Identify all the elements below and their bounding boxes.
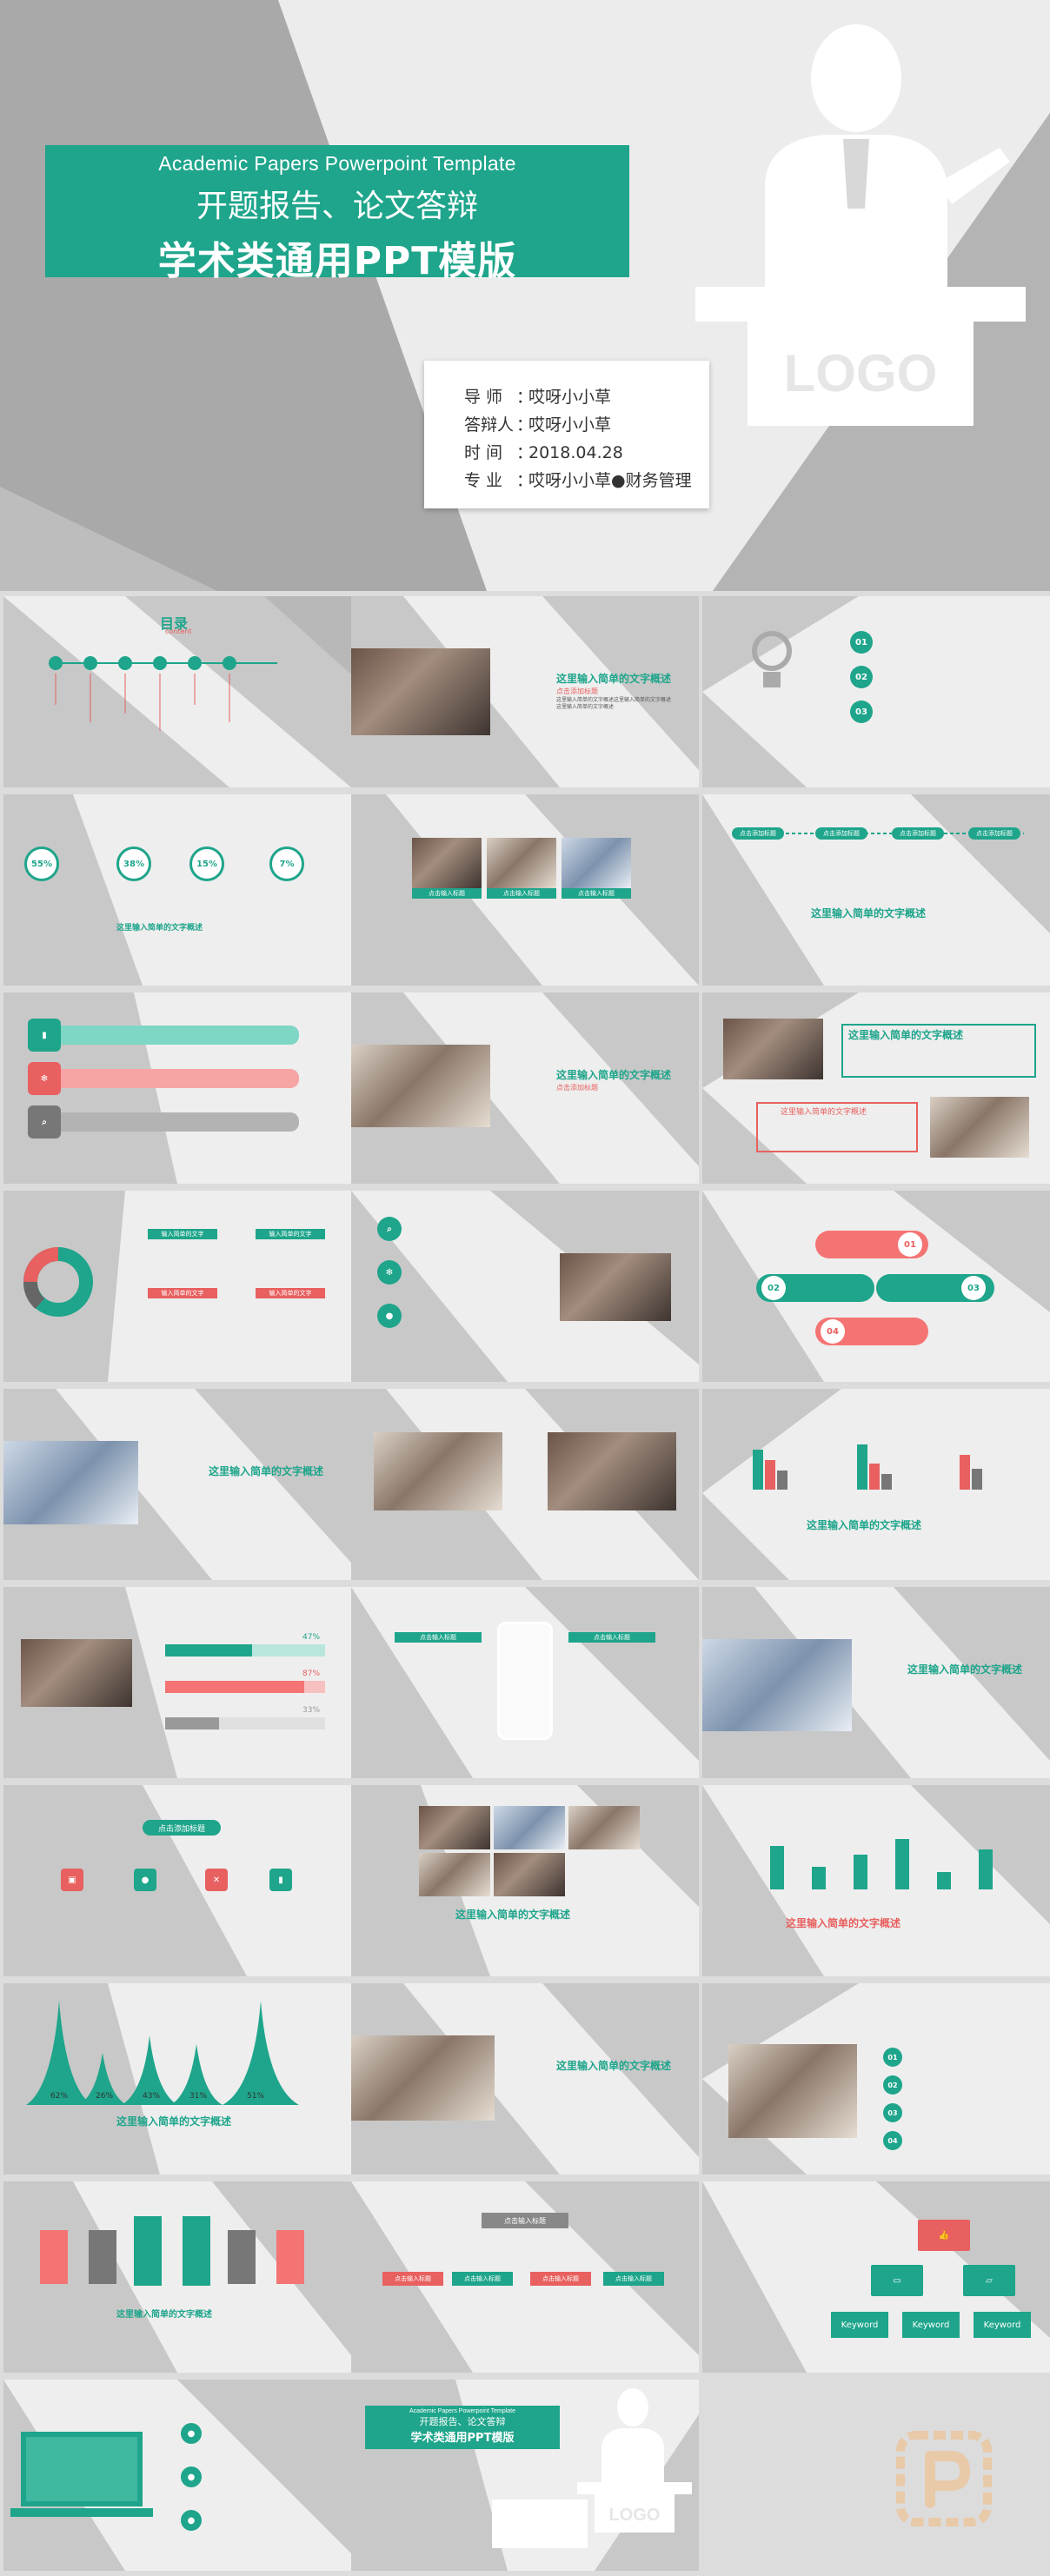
overview-sub: 点击添加标题 xyxy=(556,687,598,695)
phone-icon xyxy=(497,1622,553,1740)
thumb-collage[interactable]: 这里输入简单的文字概述 xyxy=(351,1785,699,1976)
thumb-bar-groups[interactable]: 这里输入简单的文字概述 xyxy=(702,1389,1050,1580)
speaker-icon: LOGO xyxy=(577,2388,692,2533)
thumb-two-photos[interactable] xyxy=(351,1389,699,1580)
cover-title-cn2: 学术类通用PPT模版 xyxy=(157,239,517,283)
thumb-laptop[interactable]: ● ● ● xyxy=(3,2380,351,2571)
thumb-framed-overview[interactable]: 这里输入简单的文字概述 这里输入简单的文字概述 xyxy=(702,993,1050,1184)
thumb-bulb[interactable]: 01 02 03 xyxy=(702,596,1050,787)
thumb-icon-list[interactable]: ▮ ✻ ⌕ xyxy=(3,993,351,1184)
info-row: 时 间： 2018.04.28 xyxy=(464,443,623,462)
info-row: 导 师：哎呀小小草 xyxy=(464,388,612,407)
thumb-blocks[interactable]: 这里输入简单的文字概述 xyxy=(3,2181,351,2373)
thumb-circles[interactable]: 55% 38% 15% 7% 这里输入简单的文字概述 xyxy=(3,794,351,986)
thumb-column-chart[interactable]: 这里输入简单的文字概述 xyxy=(702,1785,1050,1976)
speaker-icon: LOGO xyxy=(695,24,1026,426)
thumb-progress-bars[interactable]: 47% 87% 33% xyxy=(3,1587,351,1778)
thumb-presenter-photo[interactable]: 这里输入简单的文字概述 xyxy=(351,1983,699,2174)
svg-text:LOGO: LOGO xyxy=(609,2506,661,2525)
watermark-logo-icon xyxy=(896,2431,992,2526)
cover-info-card: 导 师：哎呀小小草 答辩人：哎呀小小草 时 间： 2018.04.28 专 业：哎… xyxy=(424,361,709,508)
thumb-cover-mini[interactable]: Academic Papers Powerpoint Template 开题报告… xyxy=(351,2380,699,2571)
overview-title: 这里输入简单的文字概述 xyxy=(556,673,672,685)
thumb-overview-photo[interactable]: 这里输入简单的文字概述 点击添加标题 这里输入简单的文字概述这里输入简单的文字概… xyxy=(351,596,699,787)
thumb-handshake[interactable]: 这里输入简单的文字概述 xyxy=(702,1587,1050,1778)
cover-title-banner: Academic Papers Powerpoint Template 开题报告… xyxy=(45,145,629,283)
thumb-org-chart[interactable]: 点击输入标题 点击输入标题 点击输入标题 点击输入标题 点击输入标题 xyxy=(351,2181,699,2373)
lightbulb-icon xyxy=(752,631,792,687)
toc-sub: content xyxy=(165,627,192,635)
thumb-worker[interactable]: 这里输入简单的文字概述 xyxy=(3,1389,351,1580)
thumb-numbered-steps[interactable]: 01 02 03 04 xyxy=(702,1191,1050,1382)
thumb-peaks[interactable]: 62% 26% 43% 31% 51% 这里输入简单的文字概述 xyxy=(3,1983,351,2174)
laptop-icon xyxy=(21,2432,143,2506)
photo-meeting xyxy=(351,648,490,735)
thumb-donut[interactable]: 输入简单的文字 输入简单的文字 输入简单的文字 输入简单的文字 xyxy=(3,1191,351,1382)
cover-slide[interactable]: LOGO Academic Papers Powerpoint Template… xyxy=(0,0,1050,591)
toc-title: 目录 xyxy=(160,615,189,632)
cover-title-en: Academic Papers Powerpoint Template xyxy=(158,152,516,175)
thumb-keywords[interactable]: 👍 ▭ ▱ Keyword Keyword Keyword xyxy=(702,2181,1050,2373)
cover-title-cn1: 开题报告、论文答辩 xyxy=(196,189,478,224)
svg-text:LOGO: LOGO xyxy=(784,344,938,402)
thumb-timeline[interactable]: 点击添加标题 点击添加标题 点击添加标题 点击添加标题 这里输入简单的文字概述 xyxy=(702,794,1050,986)
thumb-phone[interactable]: 点击输入标题 点击输入标题 xyxy=(351,1587,699,1778)
thumb-toc[interactable]: 目录 content xyxy=(3,596,351,787)
info-row: 答辩人：哎呀小小草 xyxy=(464,415,612,435)
thumb-growth[interactable]: 01 02 03 04 xyxy=(702,1983,1050,2174)
info-row: 专 业：哎呀小小草●财务管理 xyxy=(464,471,692,490)
peak-chart xyxy=(26,2001,299,2105)
thumb-three-photos[interactable]: 点击输入标题 点击输入标题 点击输入标题 xyxy=(351,794,699,986)
donut-chart xyxy=(23,1247,93,1317)
thumb-icon-photo[interactable]: ⌕ ✻ ● xyxy=(351,1191,699,1382)
mini-cover-banner: Academic Papers Powerpoint Template 开题报告… xyxy=(365,2406,560,2449)
thumb-group-photo[interactable]: 这里输入简单的文字概述 点击添加标题 xyxy=(351,993,699,1184)
thumb-four-icons[interactable]: 点击添加标题 ▣ ● ✕ ▮ xyxy=(3,1785,351,1976)
